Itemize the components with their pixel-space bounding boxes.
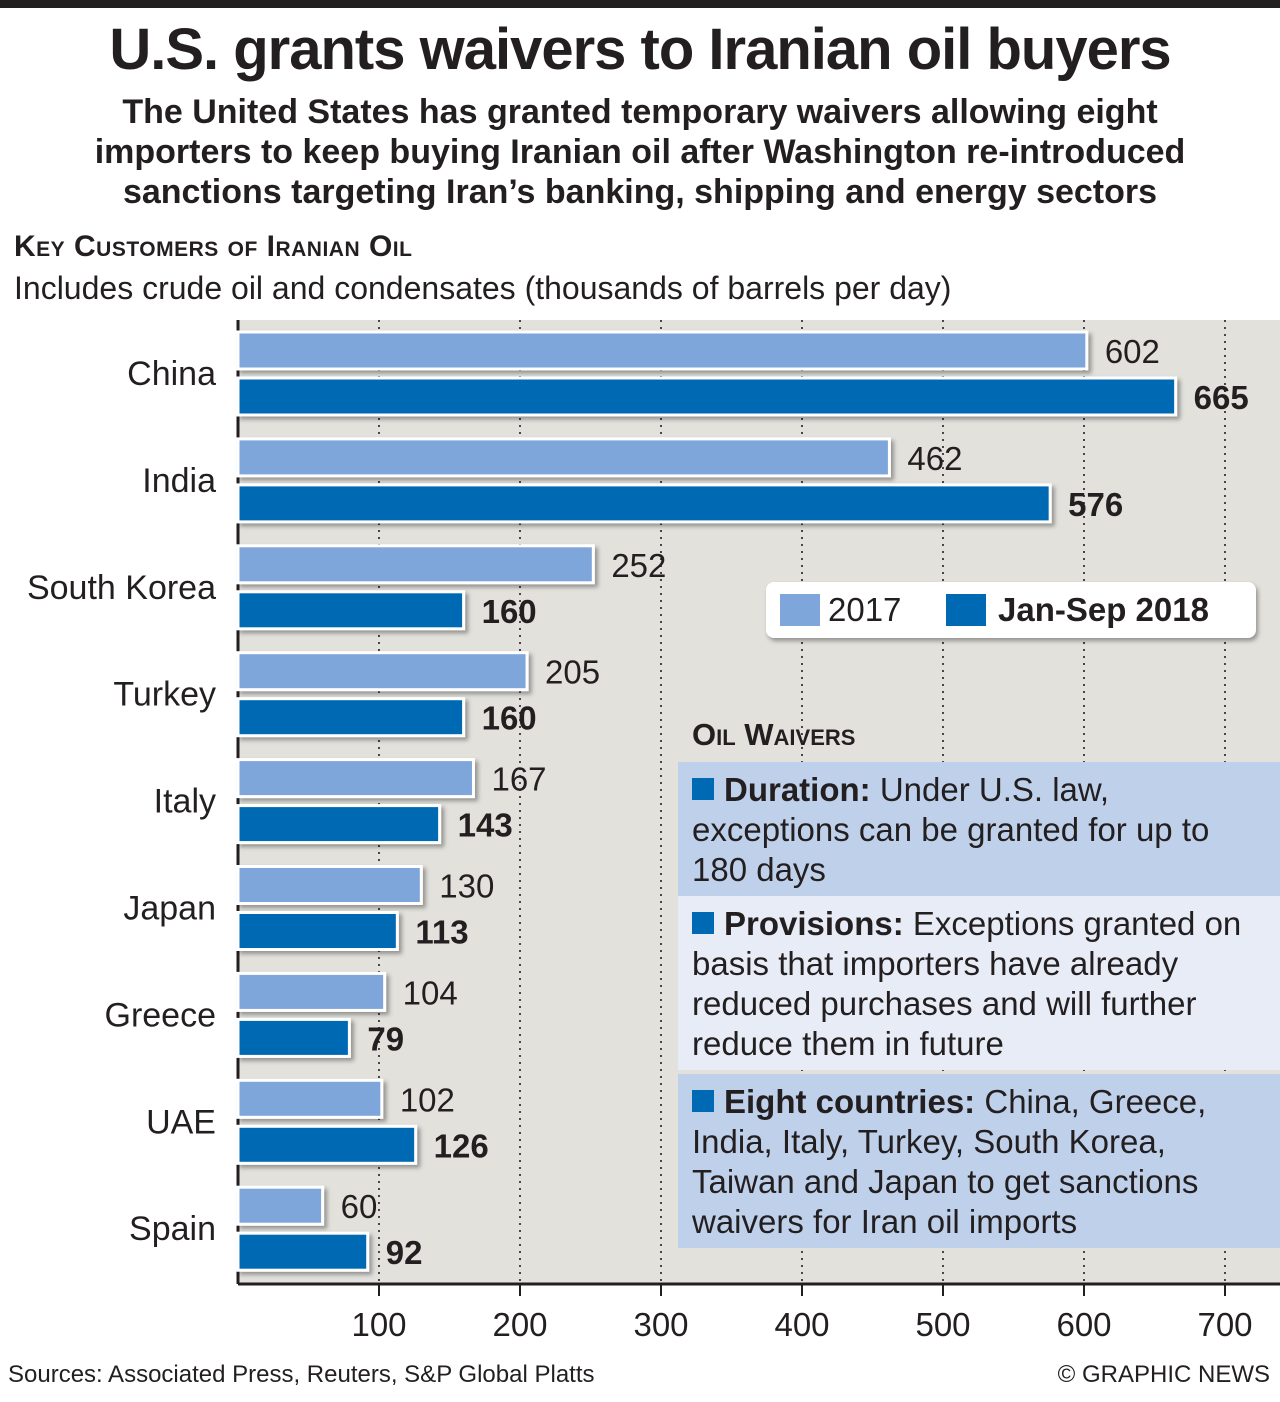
value-label-2018: 160 [482,700,537,737]
x-tick-label: 700 [1197,1306,1252,1343]
value-label-2017: 104 [403,974,458,1011]
sources-credit: Sources: Associated Press, Reuters, S&P … [8,1361,595,1388]
waiver-provisions-text: Exceptions granted on basis that importe… [692,905,1242,1062]
waiver-duration: Duration: Under U.S. law, exceptions can… [678,762,1280,896]
category-label: South Korea [27,569,216,607]
bar-2018 [236,1017,351,1058]
category-label: Spain [129,1210,216,1248]
x-tick-label: 500 [915,1306,970,1343]
bar-2017 [236,651,529,692]
x-tick-label: 300 [633,1306,688,1343]
waiver-provisions-label: Provisions: [724,905,904,942]
bullet-square-icon [692,778,714,800]
x-tick-label: 100 [351,1306,406,1343]
category-label: Italy [154,783,216,821]
bar-2018 [236,376,1178,417]
chart-heading: Key Customers of Iranian Oil [14,230,413,263]
bar-2018 [236,804,442,845]
category-label: UAE [146,1103,216,1141]
value-label-2017: 130 [439,868,494,905]
bar-2018 [236,697,466,738]
value-label-2018: 665 [1194,379,1249,416]
value-label-2017: 205 [545,654,600,691]
bar-2018 [236,483,1052,524]
top-rule [0,0,1280,8]
page-title: U.S. grants waivers to Iranian oil buyer… [109,17,1171,82]
waiver-provisions: Provisions: Exceptions granted on basis … [678,896,1280,1070]
x-tick-label: 200 [492,1306,547,1343]
oil-waivers-heading: Oil Waivers [692,717,856,752]
x-tick-label: 400 [774,1306,829,1343]
value-label-2017: 252 [611,547,666,584]
value-label-2018: 126 [434,1127,489,1164]
value-label-2018: 79 [367,1020,404,1057]
value-label-2017: 167 [491,761,546,798]
category-label: Greece [105,996,217,1034]
waiver-eight-countries: Eight countries: China, Greece, India, I… [678,1074,1280,1248]
value-label-2018: 160 [482,593,537,630]
category-label: China [127,355,216,393]
bullet-square-icon [692,912,714,934]
value-label-2017: 60 [341,1188,378,1225]
bar-2018 [236,1231,370,1272]
value-label-2017: 102 [400,1081,455,1118]
bar-2018 [236,1124,418,1165]
legend-swatch-2018 [946,594,986,626]
bar-2017 [236,437,891,478]
value-label-2018: 113 [415,914,468,951]
chart-subheading: Includes crude oil and condensates (thou… [14,270,952,306]
legend-label-2017: 2017 [828,591,902,628]
waiver-countries-text: China, Greece, India, Italy, Turkey, Sou… [692,1083,1207,1240]
legend-label-2018: Jan-Sep 2018 [998,591,1209,628]
bar-2018 [236,590,466,631]
waiver-duration-label: Duration: [724,771,871,808]
category-label: India [142,462,216,500]
bar-2017 [236,865,423,905]
value-label-2018: 92 [386,1234,423,1271]
bar-2017 [236,1078,384,1119]
value-label-2018: 143 [458,807,513,844]
value-label-2017: 462 [907,440,962,477]
bar-2017 [236,1185,325,1226]
page-subtitle: The United States has granted temporary … [94,93,1186,211]
value-label-2018: 576 [1068,486,1123,523]
waiver-countries-label: Eight countries: [724,1083,976,1120]
bullet-square-icon [692,1090,714,1112]
bar-2017 [236,544,595,585]
bar-2018 [236,911,399,951]
waiver-duration-text: Under U.S. law, exceptions can be grante… [692,771,1210,888]
bar-2017 [236,971,387,1012]
bar-2017 [236,330,1089,371]
value-label-2017: 602 [1105,333,1160,370]
legend-swatch-2017 [780,594,820,626]
x-tick-label: 600 [1056,1306,1111,1343]
copyright: © GRAPHIC NEWS [1057,1361,1270,1388]
category-label: Turkey [113,676,216,714]
category-label: Japan [123,890,216,928]
bar-2017 [236,758,475,799]
chart-legend: 2017 Jan-Sep 2018 [766,582,1256,638]
